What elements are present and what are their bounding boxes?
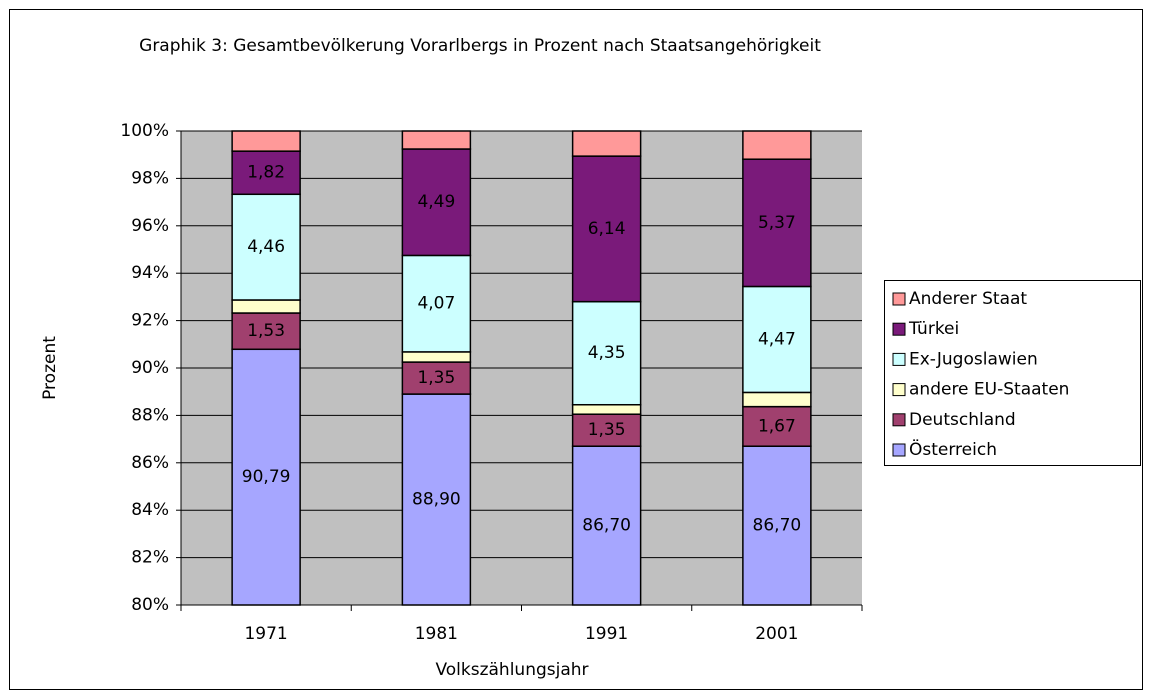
x-tick-label: 2001 xyxy=(755,624,798,644)
y-axis-label: Prozent xyxy=(40,336,60,400)
bar-segment xyxy=(742,405,812,447)
y-tick-label: 90% xyxy=(131,358,169,378)
y-tick-label: 82% xyxy=(131,548,169,568)
data-label: 4,47 xyxy=(758,329,796,349)
bar-segment xyxy=(742,391,812,408)
legend-swatch xyxy=(892,413,906,427)
data-label: 90,79 xyxy=(242,467,291,487)
legend-label: Anderer Staat xyxy=(909,289,1027,309)
x-tick-label: 1971 xyxy=(244,624,287,644)
data-label: 1,35 xyxy=(417,368,455,388)
bar-segment xyxy=(571,130,642,157)
legend-swatch xyxy=(892,443,906,457)
legend-label: Türkei xyxy=(908,319,959,339)
legend-label: Ex-Jugoslawien xyxy=(909,349,1038,369)
bar-segment xyxy=(401,130,472,150)
bar-segment xyxy=(401,351,472,363)
data-label: 88,90 xyxy=(412,490,461,510)
bar-segment xyxy=(401,393,472,606)
legend-swatch xyxy=(892,322,906,336)
data-label: 1,53 xyxy=(247,321,285,341)
bar-segment xyxy=(742,445,812,606)
data-label: 1,82 xyxy=(247,163,285,183)
y-tick-label: 80% xyxy=(131,595,169,615)
bar-segment xyxy=(231,193,301,301)
bar-segment xyxy=(571,155,642,303)
data-label: 6,14 xyxy=(588,219,626,239)
bar-segment xyxy=(742,130,812,160)
data-label: 5,37 xyxy=(758,213,796,233)
bar-segment xyxy=(401,361,472,395)
y-tick-label: 96% xyxy=(131,216,169,236)
data-label: 86,70 xyxy=(753,516,802,536)
data-label: 4,07 xyxy=(417,294,455,314)
legend-swatch xyxy=(892,292,906,306)
bar-segment xyxy=(742,158,812,288)
legend-swatch xyxy=(892,352,906,366)
data-label: 86,70 xyxy=(582,516,631,536)
y-tick-label: 84% xyxy=(131,500,169,520)
y-tick-label: 92% xyxy=(131,311,169,331)
x-tick-label: 1981 xyxy=(415,624,458,644)
bar-segment xyxy=(401,254,472,353)
bar-segment xyxy=(571,300,642,406)
bar-segment xyxy=(571,403,642,415)
data-label: 1,67 xyxy=(758,416,796,436)
data-label: 1,35 xyxy=(588,420,626,440)
data-label: 4,46 xyxy=(247,237,285,257)
legend-label: Deutschland xyxy=(909,410,1016,430)
y-tick-label: 94% xyxy=(131,263,169,283)
legend-swatch xyxy=(892,383,906,397)
y-tick-label: 88% xyxy=(131,405,169,425)
bar-segment xyxy=(231,299,301,314)
legend xyxy=(884,280,1141,466)
legend-label: Österreich xyxy=(909,438,997,460)
bar-segment xyxy=(401,148,472,257)
bar-segment xyxy=(231,130,301,152)
bar-segment xyxy=(571,413,642,447)
y-tick-label: 98% xyxy=(131,168,169,188)
data-label: 4,35 xyxy=(588,343,626,363)
y-tick-label: 86% xyxy=(131,453,169,473)
data-label: 4,49 xyxy=(417,192,455,212)
chart-title: Graphik 3: Gesamtbevölkerung Vorarlbergs… xyxy=(139,36,821,56)
x-tick-label: 1991 xyxy=(585,624,628,644)
bar-segment xyxy=(231,312,301,351)
y-tick-label: 100% xyxy=(120,121,169,141)
legend-label: andere EU-Staaten xyxy=(909,380,1069,400)
x-axis-label: Volkszählungsjahr xyxy=(435,660,588,680)
